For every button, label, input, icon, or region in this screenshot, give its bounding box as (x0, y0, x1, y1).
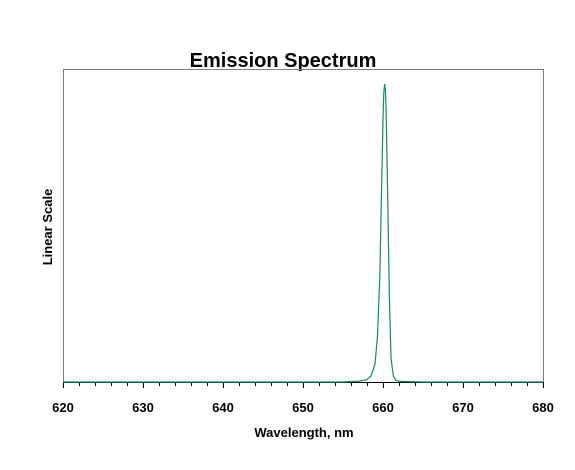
y-axis-label: Linear Scale (40, 189, 55, 266)
x-tick-label: 660 (372, 400, 394, 415)
x-tick-label: 630 (132, 400, 154, 415)
chart-title: Emission Spectrum (190, 50, 377, 72)
x-tick-label: 680 (532, 400, 554, 415)
x-tick-label: 670 (452, 400, 474, 415)
spectrum-line (63, 83, 543, 383)
plot-frame (63, 69, 544, 383)
x-axis-ticks (63, 382, 544, 388)
x-tick-label: 650 (292, 400, 314, 415)
x-axis-tick-labels: 620 630 640 650 660 670 680 (52, 400, 554, 415)
x-tick-label: 620 (52, 400, 74, 415)
x-axis-label: Wavelength, nm (254, 425, 353, 440)
x-tick-label: 640 (212, 400, 234, 415)
